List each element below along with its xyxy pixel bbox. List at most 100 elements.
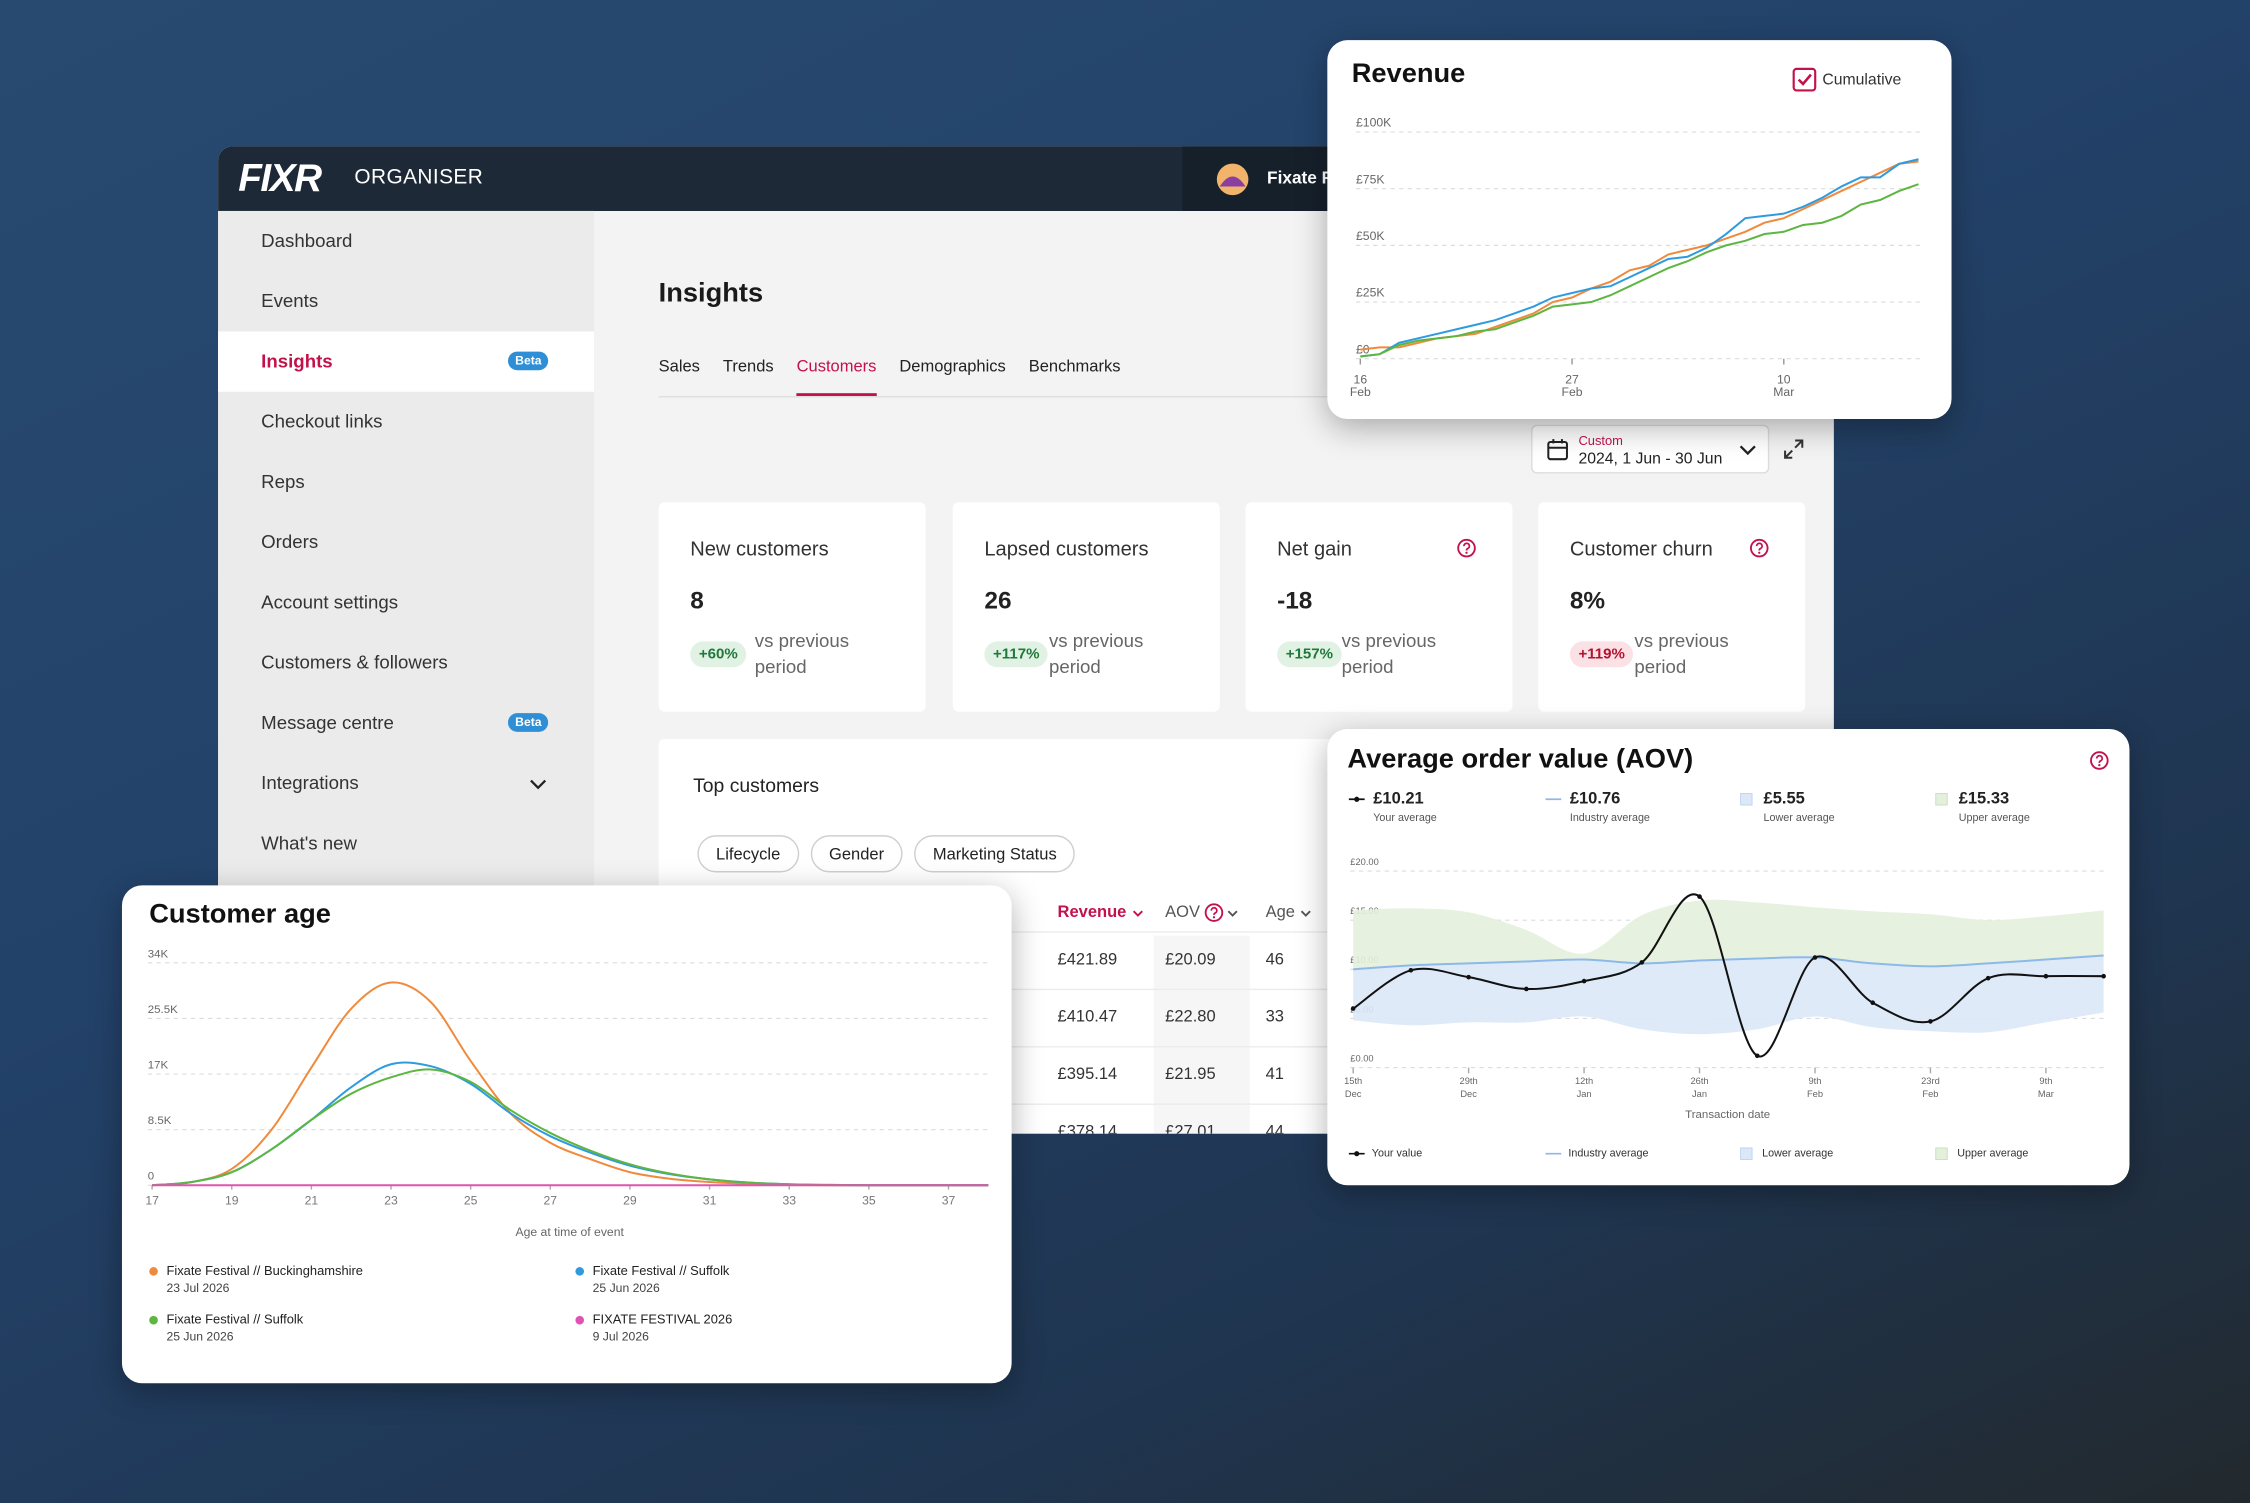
sidebar-item[interactable]: Orders: [218, 512, 594, 572]
tab[interactable]: Demographics: [899, 358, 1006, 376]
legend-swatch: [575, 1267, 585, 1276]
filter-chip[interactable]: Marketing Status: [914, 835, 1076, 873]
sidebar-item[interactable]: Dashboard: [218, 211, 594, 271]
toggle-label[interactable]: Cumulative: [1822, 72, 1901, 89]
checkbox[interactable]: [1792, 67, 1817, 92]
metric-card: Net gain -18 +157% vs previous period: [1245, 502, 1513, 712]
point: [1697, 894, 1702, 899]
metric-title: New customers: [690, 536, 829, 560]
y-tick-label: 25.5K: [148, 1004, 178, 1016]
x-tick-label: 25: [464, 1193, 478, 1207]
metric-card: Lapsed customers 26 +117% vs previous perio…: [952, 502, 1220, 712]
legend-swatch: [149, 1267, 158, 1276]
sidebar-item[interactable]: Reps: [218, 452, 594, 512]
point: [1870, 1000, 1876, 1006]
point: [1581, 978, 1587, 984]
point: [1812, 955, 1818, 960]
x-tick-label: 27 Feb: [1562, 372, 1583, 399]
metric-comparison: vs previous period: [1634, 629, 1729, 678]
sidebar-label: Customers & followers: [261, 651, 448, 673]
help-mark: [1210, 906, 1219, 915]
sidebar-item[interactable]: Integrations: [218, 753, 594, 813]
point: [1408, 967, 1414, 973]
sidebar-label: What's new: [261, 832, 358, 854]
table-cell: 41: [1265, 1066, 1284, 1084]
legend-item: Fixate Festival // Buckinghamshire 23 Jul…: [149, 1263, 363, 1295]
sidebar-label: Events: [261, 289, 319, 312]
sidebar-item[interactable]: Message centre Beta: [218, 693, 594, 753]
metric-value: 26: [984, 586, 1012, 615]
metric-card: Customer churn 8% +119% vs previous period: [1538, 502, 1806, 712]
point: [1524, 986, 1529, 992]
lower-band: [1353, 955, 2104, 1035]
y-tick-label: £100K: [1356, 116, 1391, 130]
legend-date: 23 Jul 2026: [166, 1281, 229, 1295]
sidebar-item[interactable]: Customers & followers: [218, 633, 594, 693]
help-circle: [1749, 538, 1769, 558]
stat-label: Lower average: [1764, 812, 1835, 824]
sort-chevron: [1132, 910, 1143, 917]
expand-button[interactable]: [1782, 438, 1805, 461]
expand-icon: [1784, 439, 1804, 459]
tab[interactable]: Benchmarks: [1028, 358, 1121, 376]
table-cell: 44: [1265, 1123, 1284, 1134]
checkmark: [1797, 73, 1812, 86]
legend-label: Fixate Festival // Suffolk: [166, 1312, 303, 1327]
metric-comparison: vs previous period: [754, 629, 850, 678]
swatch-box: [1740, 1147, 1753, 1160]
column-header[interactable]: AOV: [1165, 904, 1201, 922]
swatch-dot: [1354, 796, 1360, 802]
filter-chip[interactable]: Gender: [810, 835, 903, 873]
stat-label: Industry average: [1570, 812, 1650, 824]
sidebar-item[interactable]: Checkout links: [218, 392, 594, 452]
sidebar-item[interactable]: What's new: [218, 814, 594, 874]
sidebar-label: Dashboard: [261, 229, 353, 252]
column-header[interactable]: Age: [1265, 904, 1295, 922]
date-range-value: 2024, 1 Jun - 30 Jun: [1578, 450, 1723, 468]
table-cell: £20.09: [1165, 951, 1216, 969]
date-picker[interactable]: Custom 2024, 1 Jun - 30 Jun: [1531, 424, 1770, 474]
brand: FIXR: [238, 156, 322, 200]
metric-card: New customers 8 +60% vs previous period: [658, 502, 926, 712]
tab[interactable]: Customers: [796, 356, 877, 397]
table-cell: 46: [1265, 951, 1284, 969]
series-line: [1353, 954, 2104, 971]
legend-item: Fixate Festival // Suffolk 25 Jun 2026: [575, 1263, 730, 1295]
table-cell: £378.14: [1057, 1123, 1118, 1134]
legend-item: Upper average: [1935, 1147, 2028, 1160]
sidebar-item[interactable]: Events: [218, 271, 594, 331]
tab[interactable]: Trends: [722, 358, 774, 376]
y-tick-label: 17K: [148, 1059, 169, 1071]
swatch-dot: [1354, 1151, 1360, 1157]
legend-item: FIXATE FESTIVAL 2026 9 Jul 2026: [575, 1312, 732, 1344]
x-tick-label: 26th Jan: [1690, 1076, 1708, 1099]
customer-age-chart: Customer age 0 8.5K 17K 25.5K 34K 17 19 21 23 25 27…: [145, 898, 991, 1344]
legend-label: Fixate Festival // Buckinghamshire: [166, 1263, 363, 1278]
sort-chevron: [1228, 910, 1238, 917]
point: [1754, 1053, 1760, 1059]
filter-chip[interactable]: Lifecycle: [697, 835, 799, 873]
help-icon: [2090, 751, 2109, 770]
point: [1985, 975, 1991, 981]
cumulative-toggle[interactable]: Cumulative: [1792, 67, 1902, 92]
chevron-path: [1739, 445, 1756, 456]
metric-value: 8: [690, 586, 704, 615]
x-tick-label: 29: [623, 1193, 637, 1207]
sidebar-item[interactable]: Account settings: [218, 573, 594, 633]
x-tick-label: 17: [145, 1193, 159, 1207]
stat-item: £10.76 Industry average: [1545, 790, 1650, 824]
metric-title: Lapsed customers: [984, 536, 1149, 560]
calendar-body: [1547, 440, 1568, 461]
stat-label: Upper average: [1959, 812, 2030, 824]
help-dot: [1465, 551, 1468, 554]
metric-change: +119%: [1569, 641, 1634, 668]
x-axis-label: Transaction date: [1685, 1109, 1770, 1121]
column-header[interactable]: Revenue: [1057, 904, 1127, 922]
sidebar-item[interactable]: Insights Beta: [218, 331, 595, 392]
chart-title: Revenue: [1352, 57, 1466, 88]
tab[interactable]: Sales: [658, 358, 700, 376]
table-cell: £22.80: [1165, 1008, 1216, 1026]
legend-date: 25 Jun 2026: [166, 1330, 233, 1344]
